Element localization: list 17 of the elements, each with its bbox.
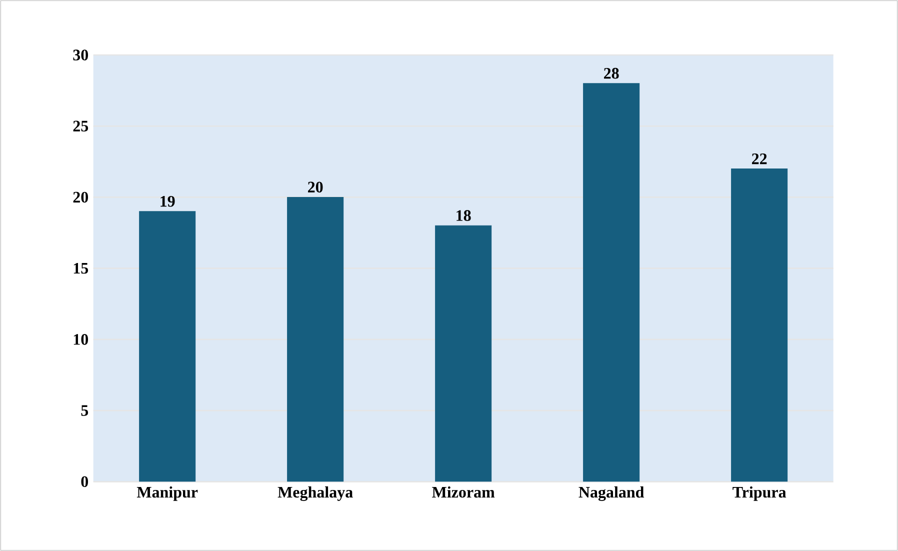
y-tick-label: 10: [74, 334, 88, 345]
y-tick-label: 30: [73, 50, 88, 60]
x-tick-label: Meghalaya: [278, 486, 353, 502]
data-label: 18: [456, 210, 471, 221]
data-label: 28: [604, 68, 619, 79]
y-tick-label: 25: [73, 120, 88, 132]
y-tick-label: 0: [81, 476, 88, 488]
x-tick-label: Nagaland: [578, 486, 644, 502]
x-tick-label: Manipur: [136, 486, 198, 501]
data-label: 22: [752, 153, 767, 164]
x-tick-label: Mizoram: [432, 486, 495, 498]
data-label: 20: [308, 182, 323, 192]
data-label: 19: [160, 196, 175, 207]
x-tick-label: Tripura: [732, 486, 786, 501]
y-tick-label: 15: [74, 262, 88, 274]
y-tick-label: 5: [81, 405, 88, 416]
y-tick-label: 20: [73, 192, 88, 203]
